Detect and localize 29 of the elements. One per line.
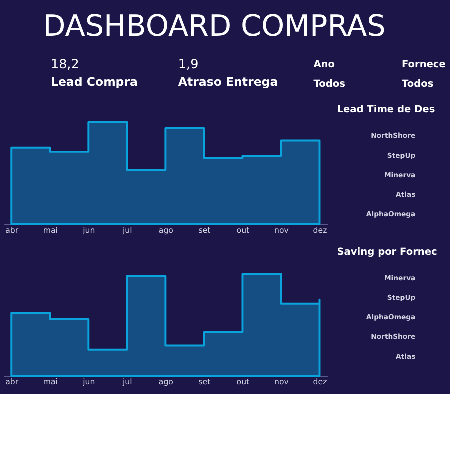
- text: 1,9: [178, 58, 199, 73]
- text: DASHBOARD COMPRAS: [43, 9, 386, 44]
- x-tick-label: set: [198, 226, 211, 235]
- x-tick-label: abr: [6, 378, 20, 387]
- text: Todos: [314, 79, 346, 90]
- text: Lead Compra: [50, 75, 138, 90]
- x-tick-label: nov: [274, 378, 290, 387]
- text: Fornece: [402, 60, 446, 71]
- x-tick-label: nov: [274, 226, 290, 235]
- x-tick-label: mai: [43, 378, 58, 387]
- x-tick-label: jul: [122, 226, 132, 235]
- x-tick-label: dez: [313, 378, 328, 387]
- x-tick-label: jul: [122, 378, 132, 387]
- text: Ano: [314, 60, 336, 71]
- x-tick-label: ago: [158, 378, 174, 387]
- text: Atraso Entrega: [178, 75, 278, 90]
- x-tick-label: out: [236, 378, 250, 387]
- x-tick-label: jun: [82, 226, 96, 235]
- x-tick-label: out: [236, 226, 250, 235]
- text: Todos: [402, 79, 434, 90]
- text: Lead Time de Des: [337, 104, 436, 116]
- x-tick-label: ago: [158, 226, 174, 235]
- x-tick-label: dez: [313, 226, 328, 235]
- text: 18,2: [50, 58, 80, 73]
- x-tick-label: abr: [6, 226, 20, 235]
- x-tick-label: mai: [43, 226, 58, 235]
- text: Saving por Fornec: [337, 246, 438, 258]
- x-tick-label: jun: [82, 378, 96, 387]
- x-tick-label: set: [198, 378, 211, 387]
